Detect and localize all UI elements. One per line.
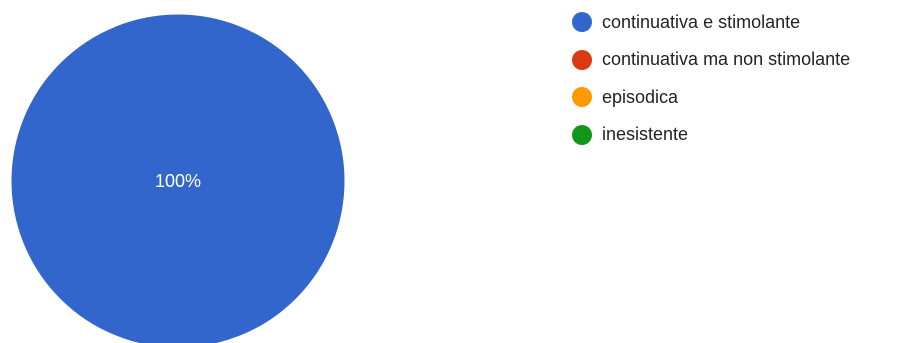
legend-item[interactable]: continuativa ma non stimolante <box>572 48 850 72</box>
legend-swatch <box>572 49 592 70</box>
legend: continuativa e stimolante continuativa m… <box>572 10 850 160</box>
pie-slice[interactable] <box>10 13 346 343</box>
legend-label: continuativa e stimolante <box>602 11 801 32</box>
legend-label: continuativa ma non stimolante <box>602 49 851 69</box>
legend-label: episodica <box>602 86 679 107</box>
legend-swatch <box>572 124 592 145</box>
legend-label: inesistente <box>602 124 689 144</box>
legend-item[interactable]: continuativa e stimolante <box>572 10 850 34</box>
legend-item[interactable]: inesistente <box>572 123 850 147</box>
legend-swatch <box>572 12 592 32</box>
pie-slices <box>10 13 346 343</box>
legend-item[interactable]: episodica <box>572 85 850 109</box>
legend-swatch <box>572 87 592 107</box>
pie-slice-labels: 100% <box>155 171 201 191</box>
pie-slice-label: 100% <box>155 171 201 191</box>
